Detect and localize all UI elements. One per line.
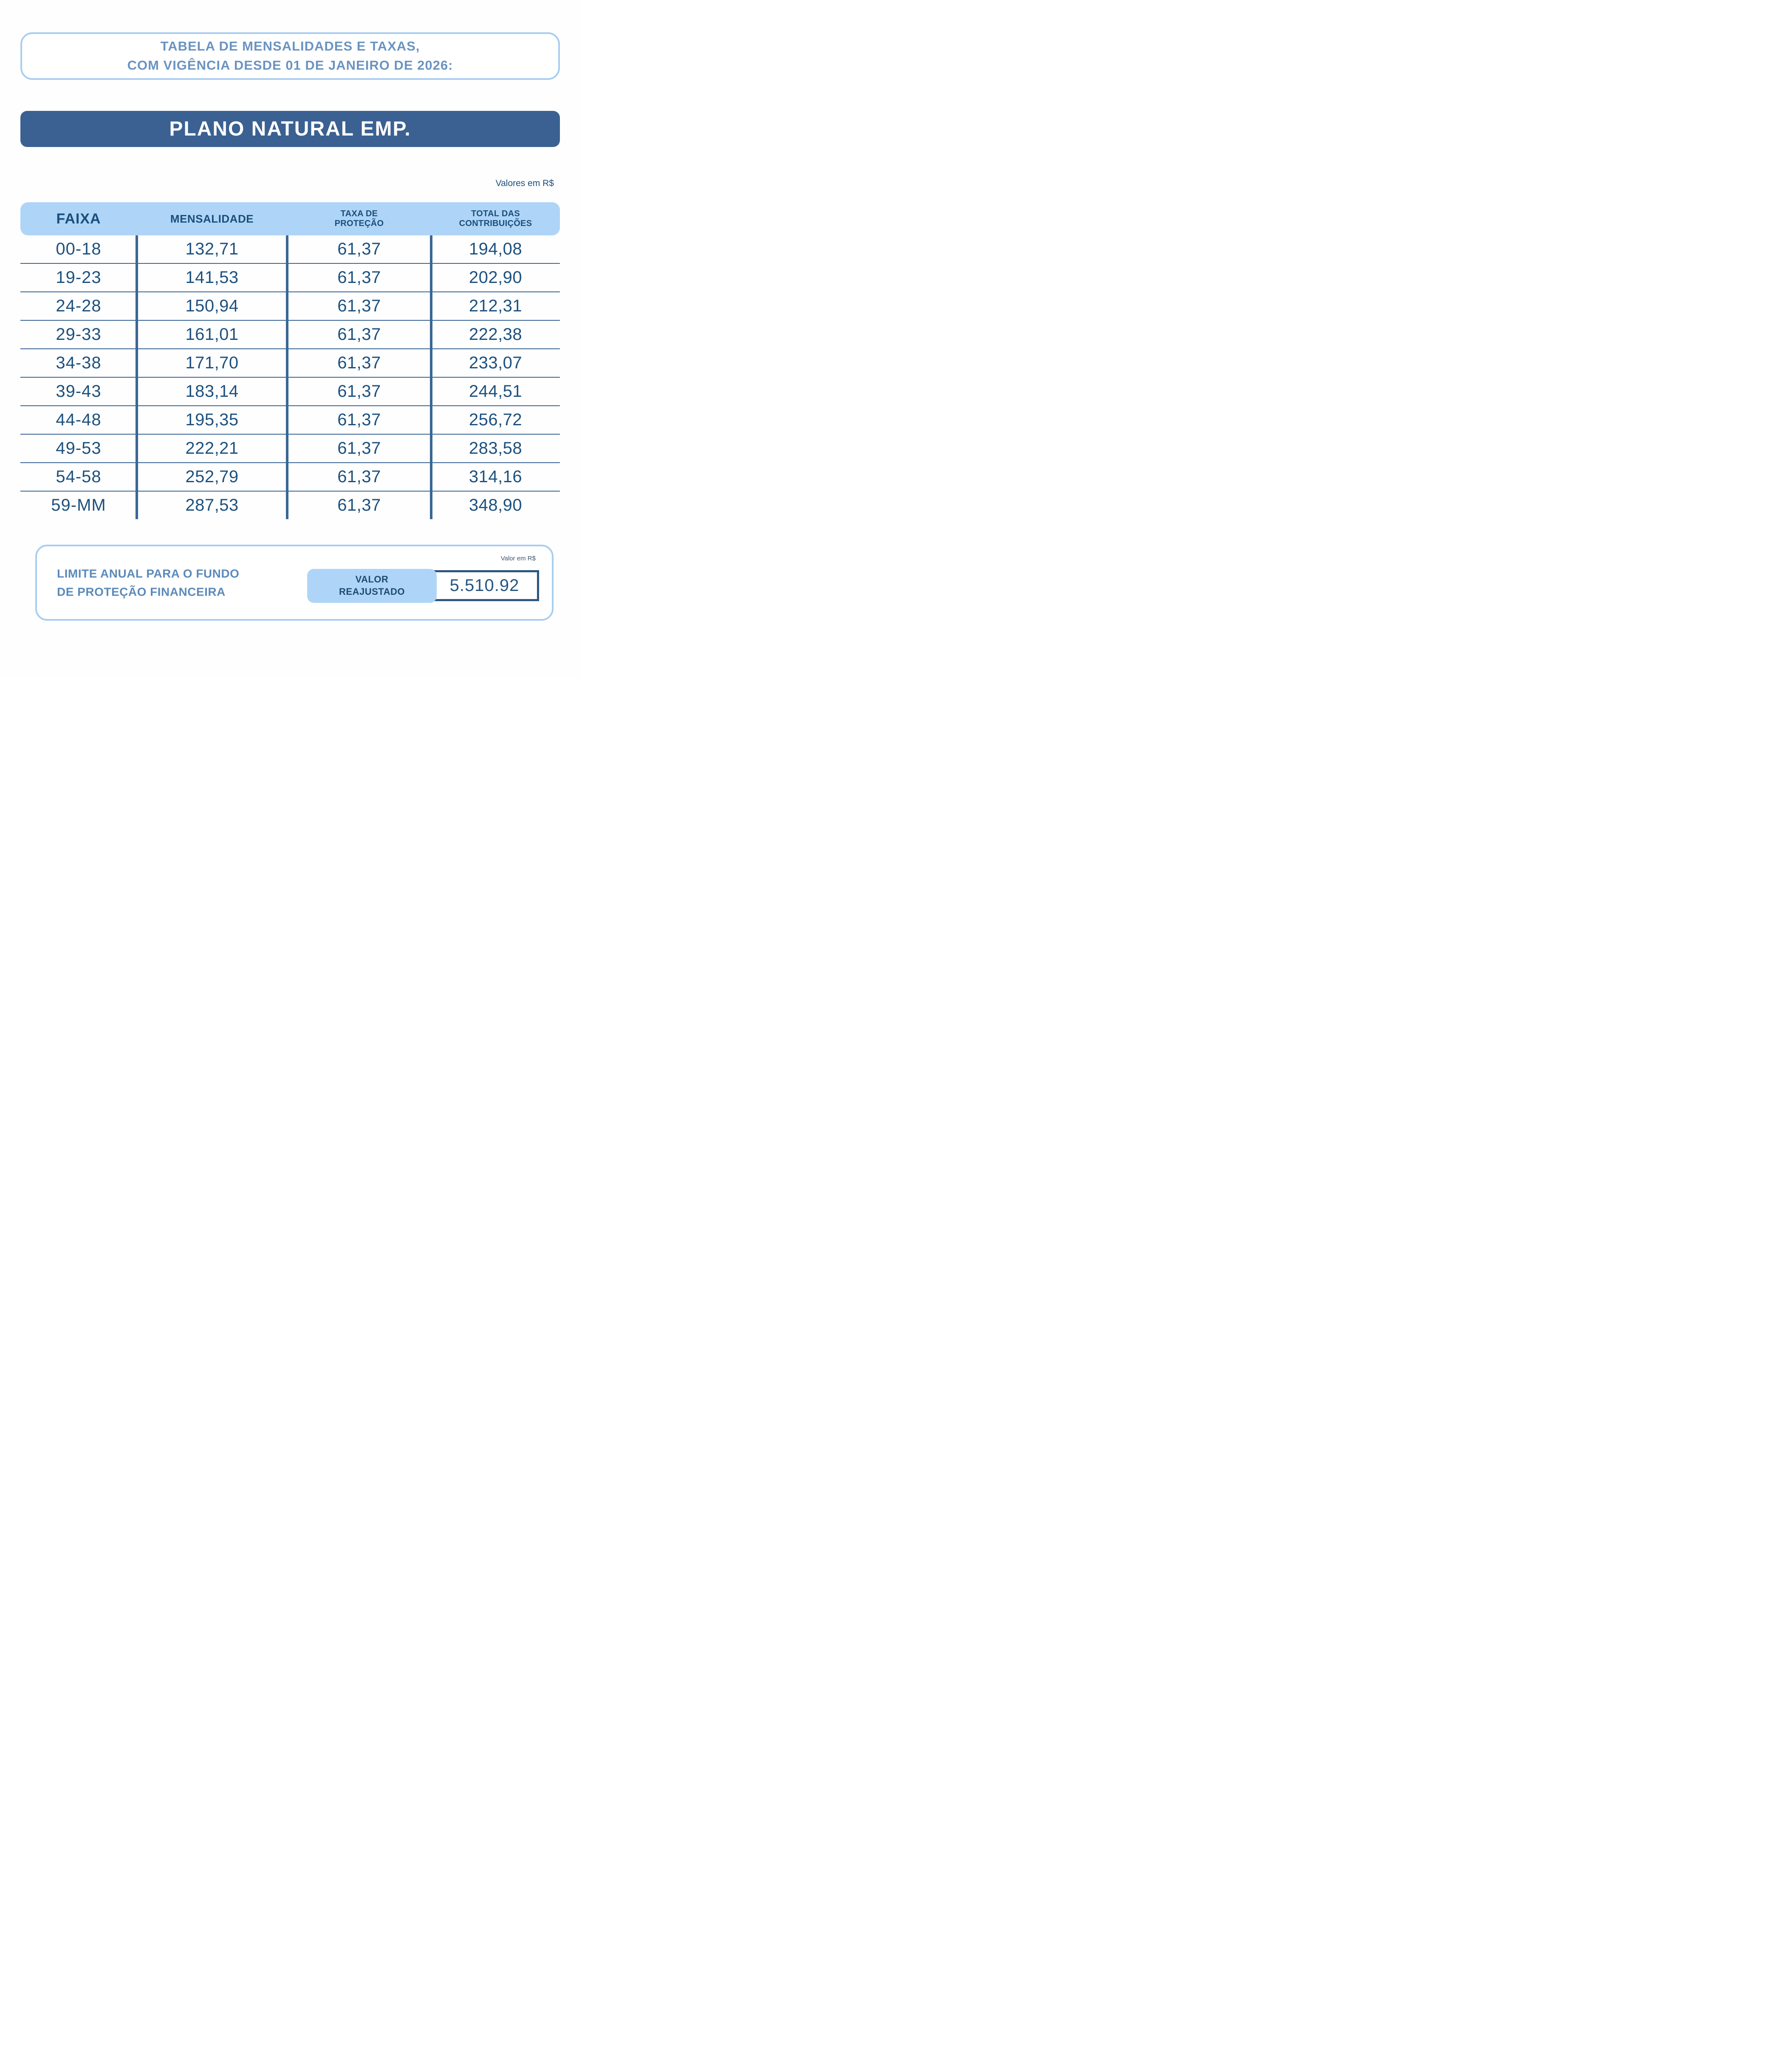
table-cell-mensalidade: 183,14 — [185, 382, 239, 401]
table-cell-faixa: 34-38 — [56, 353, 102, 372]
table-cell-faixa: 54-58 — [56, 467, 102, 486]
table-cell-total: 202,90 — [469, 268, 523, 287]
table-cell-mensalidade: 171,70 — [185, 353, 239, 372]
table-body: 00-18 132,71 61,37 194,08 19-23 141,53 61,37 20… — [20, 235, 560, 519]
table-row: 59-MM 287,53 61,37 348,90 — [20, 492, 560, 519]
column-header-total-contribuicoes: TOTAL DAS CONTRIBUIÇÕES — [459, 209, 532, 229]
table-cell-taxa: 61,37 — [337, 325, 381, 344]
table-cell-total: 222,38 — [469, 325, 523, 344]
annual-limit-label-line2: DE PROTEÇÃO FINANCEIRA — [57, 585, 226, 599]
column-header-faixa: FAIXA — [56, 210, 101, 227]
table-cell-mensalidade: 141,53 — [185, 268, 239, 287]
table-row: 19-23 141,53 61,37 202,90 — [20, 264, 560, 292]
table-cell-faixa: 24-28 — [56, 297, 102, 315]
adjusted-value-label-line2: REAJUSTADO — [339, 586, 405, 597]
content: TABELA DE MENSALIDADES E TAXAS, COM VIGÊ… — [20, 32, 560, 621]
plan-banner: PLANO NATURAL EMP. — [20, 111, 560, 147]
table-cell-total: 244,51 — [469, 382, 523, 401]
table-cell-mensalidade: 161,01 — [185, 325, 239, 344]
column-divider-1 — [136, 235, 138, 519]
validity-title-line2: COM VIGÊNCIA DESDE 01 DE JANEIRO DE 2026… — [127, 58, 453, 73]
table-cell-taxa: 61,37 — [337, 496, 381, 514]
table-cell-total: 212,31 — [469, 297, 523, 315]
column-header-total-line1: TOTAL DAS — [471, 209, 520, 218]
table-cell-taxa: 61,37 — [337, 353, 381, 372]
table-cell-taxa: 61,37 — [337, 268, 381, 287]
table-cell-taxa: 61,37 — [337, 439, 381, 458]
adjusted-value-label-line1: VALOR — [355, 574, 389, 585]
table-cell-taxa: 61,37 — [337, 240, 381, 258]
table-cell-mensalidade: 195,35 — [185, 410, 239, 429]
table-row: 54-58 252,79 61,37 314,16 — [20, 463, 560, 492]
table-cell-taxa: 61,37 — [337, 297, 381, 315]
table-cell-total: 256,72 — [469, 410, 523, 429]
validity-title-line1: TABELA DE MENSALIDADES E TAXAS, — [160, 39, 420, 54]
table-cell-faixa: 39-43 — [56, 382, 102, 401]
table-cell-faixa: 44-48 — [56, 410, 102, 429]
table-row: 49-53 222,21 61,37 283,58 — [20, 435, 560, 463]
annual-limit-label-line1: LIMITE ANUAL PARA O FUNDO — [57, 567, 240, 580]
table-cell-faixa: 00-18 — [56, 240, 102, 258]
table-row: 24-28 150,94 61,37 212,31 — [20, 292, 560, 321]
table-cell-total: 314,16 — [469, 467, 523, 486]
validity-note-box: TABELA DE MENSALIDADES E TAXAS, COM VIGÊ… — [20, 32, 560, 80]
table-cell-total: 283,58 — [469, 439, 523, 458]
column-header-taxa-de-protecao: TAXA DE PROTEÇÃO — [335, 209, 384, 229]
annual-limit-box: LIMITE ANUAL PARA O FUNDO DE PROTEÇÃO FI… — [35, 545, 554, 621]
table-cell-total: 233,07 — [469, 353, 523, 372]
adjusted-value: 5.510.92 — [430, 570, 539, 601]
table-row: 34-38 171,70 61,37 233,07 — [20, 349, 560, 378]
table-cell-faixa: 49-53 — [56, 439, 102, 458]
footer-currency-note: Valor em R$ — [500, 555, 536, 562]
table-cell-mensalidade: 132,71 — [185, 240, 239, 258]
pricing-table: FAIXA MENSALIDADE TAXA DE PROTEÇÃO TOTAL… — [20, 202, 560, 519]
column-header-taxa-line2: PROTEÇÃO — [334, 219, 384, 228]
table-cell-taxa: 61,37 — [337, 467, 381, 486]
table-cell-taxa: 61,37 — [337, 410, 381, 429]
table-cell-taxa: 61,37 — [337, 382, 381, 401]
column-header-taxa-line1: TAXA DE — [340, 209, 378, 218]
column-header-total-line2: CONTRIBUIÇÕES — [459, 219, 532, 228]
table-cell-mensalidade: 252,79 — [185, 467, 239, 486]
table-header-row: FAIXA MENSALIDADE TAXA DE PROTEÇÃO TOTAL… — [20, 202, 560, 235]
table-cell-mensalidade: 287,53 — [185, 496, 239, 514]
table-cell-faixa: 59-MM — [51, 496, 106, 514]
plan-banner-label: PLANO NATURAL EMP. — [169, 118, 411, 140]
table-cell-total: 194,08 — [469, 240, 523, 258]
table-row: 44-48 195,35 61,37 256,72 — [20, 406, 560, 435]
page: TABELA DE MENSALIDADES E TAXAS, COM VIGÊ… — [0, 0, 581, 678]
column-divider-2 — [286, 235, 288, 519]
table-cell-total: 348,90 — [469, 496, 523, 514]
column-divider-3 — [430, 235, 432, 519]
annual-limit-label: LIMITE ANUAL PARA O FUNDO DE PROTEÇÃO FI… — [57, 564, 239, 601]
table-row: 00-18 132,71 61,37 194,08 — [20, 235, 560, 264]
table-cell-faixa: 19-23 — [56, 268, 102, 287]
table-row: 39-43 183,14 61,37 244,51 — [20, 378, 560, 406]
column-header-mensalidade: MENSALIDADE — [170, 212, 254, 225]
table-cell-mensalidade: 150,94 — [185, 297, 239, 315]
table-row: 29-33 161,01 61,37 222,38 — [20, 321, 560, 349]
currency-note: Valores em R$ — [495, 178, 554, 188]
adjusted-value-label: VALOR REAJUSTADO — [307, 569, 437, 603]
table-cell-mensalidade: 222,21 — [185, 439, 239, 458]
table-cell-faixa: 29-33 — [56, 325, 102, 344]
